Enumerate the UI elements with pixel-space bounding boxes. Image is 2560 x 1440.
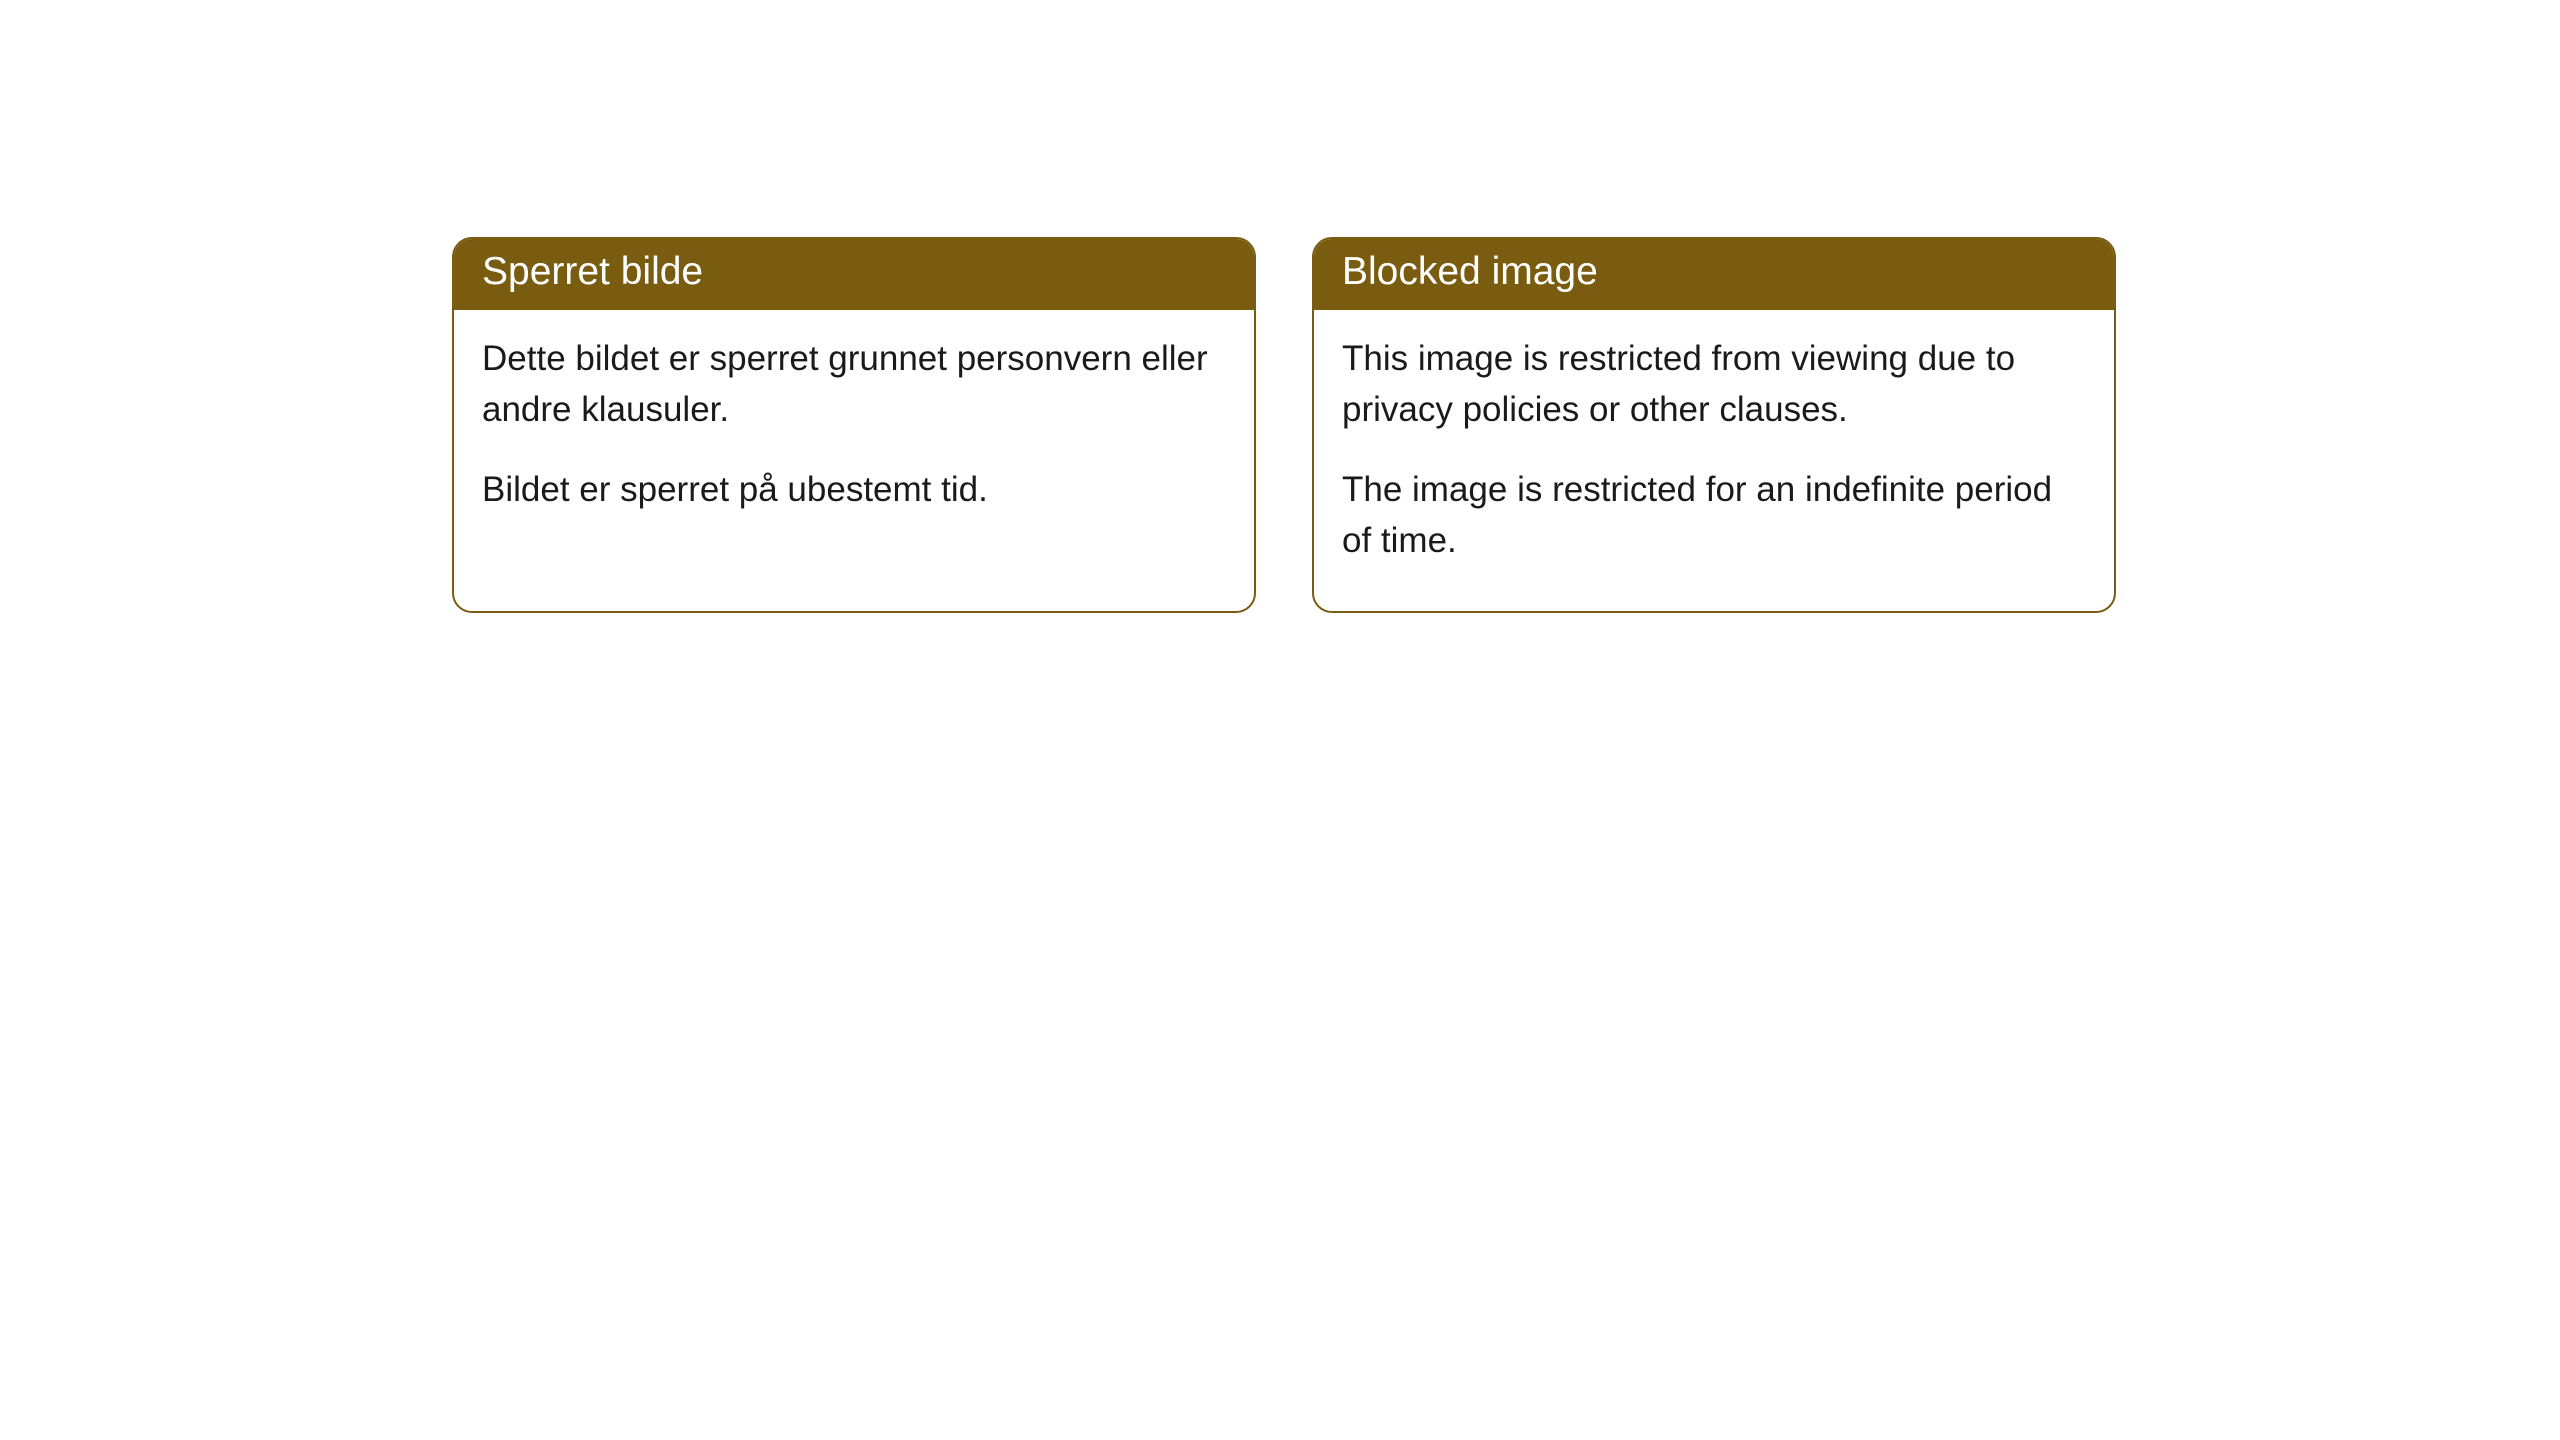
card-body: This image is restricted from viewing du… [1314,310,2114,611]
cards-container: Sperret bilde Dette bildet er sperret gr… [0,0,2560,613]
blocked-image-card-english: Blocked image This image is restricted f… [1312,237,2116,613]
card-body: Dette bildet er sperret grunnet personve… [454,310,1254,560]
blocked-image-card-norwegian: Sperret bilde Dette bildet er sperret gr… [452,237,1256,613]
card-header: Blocked image [1314,239,2114,310]
card-header: Sperret bilde [454,239,1254,310]
card-text-reason: Dette bildet er sperret grunnet personve… [482,334,1226,436]
card-text-reason: This image is restricted from viewing du… [1342,334,2086,436]
card-text-duration: Bildet er sperret på ubestemt tid. [482,465,1226,516]
card-text-duration: The image is restricted for an indefinit… [1342,465,2086,567]
